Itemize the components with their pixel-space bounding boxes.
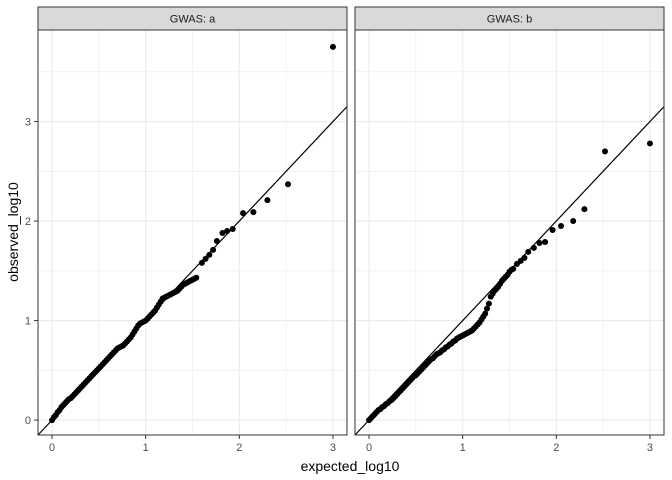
data-point xyxy=(521,254,528,261)
data-point xyxy=(285,181,292,188)
data-point xyxy=(219,229,226,236)
data-point xyxy=(646,140,653,147)
data-point xyxy=(484,305,491,312)
facet-panel-gwas-b: GWAS: b xyxy=(354,6,665,436)
data-point xyxy=(525,248,532,255)
data-point xyxy=(210,246,217,253)
data-point xyxy=(602,148,609,155)
points-b xyxy=(366,140,653,424)
data-point xyxy=(206,251,213,258)
facet-panel-gwas-a: GWAS: a xyxy=(37,6,348,436)
data-point xyxy=(264,197,271,204)
data-point xyxy=(229,226,236,233)
data-point xyxy=(213,237,220,244)
facet-title-b: GWAS: b xyxy=(487,14,532,26)
x-tick-label: 2 xyxy=(236,442,242,454)
y-tick-label: 3 xyxy=(25,117,31,129)
data-point xyxy=(193,274,200,281)
data-point xyxy=(224,228,231,235)
y-tick-label: 1 xyxy=(25,316,31,328)
y-axis: 0 1 2 3 xyxy=(25,117,38,427)
x-tick-label: 0 xyxy=(49,442,55,454)
x-tick-label: 2 xyxy=(553,442,559,454)
facet-title-a: GWAS: a xyxy=(170,14,216,26)
points-a xyxy=(49,43,336,424)
data-point xyxy=(482,310,489,317)
x-tick-label: 3 xyxy=(330,442,336,454)
gridlines-b xyxy=(355,30,664,435)
data-point xyxy=(198,259,205,266)
x-tick-label: 0 xyxy=(366,442,372,454)
data-point xyxy=(485,300,492,307)
data-point xyxy=(558,223,564,230)
y-axis-title: observed_log10 xyxy=(5,182,21,282)
data-point xyxy=(581,206,588,213)
data-point xyxy=(202,255,209,262)
data-point xyxy=(240,210,247,217)
data-point xyxy=(329,43,336,50)
data-point xyxy=(536,239,543,246)
x-tick-label: 3 xyxy=(647,442,653,454)
data-point xyxy=(549,227,556,234)
data-point xyxy=(250,209,257,216)
data-point xyxy=(570,218,577,225)
data-point xyxy=(530,244,537,251)
x-axis: 0 1 2 3 0 1 2 3 xyxy=(49,435,653,454)
x-tick-label: 1 xyxy=(143,442,149,454)
y-tick-label: 2 xyxy=(25,216,31,228)
x-tick-label: 1 xyxy=(460,442,466,454)
data-point xyxy=(542,238,549,245)
x-axis-title: expected_log10 xyxy=(301,458,400,474)
y-tick-label: 0 xyxy=(25,415,31,427)
data-point xyxy=(510,265,517,272)
panel-border-a xyxy=(37,29,348,436)
panel-border-b xyxy=(354,29,665,436)
